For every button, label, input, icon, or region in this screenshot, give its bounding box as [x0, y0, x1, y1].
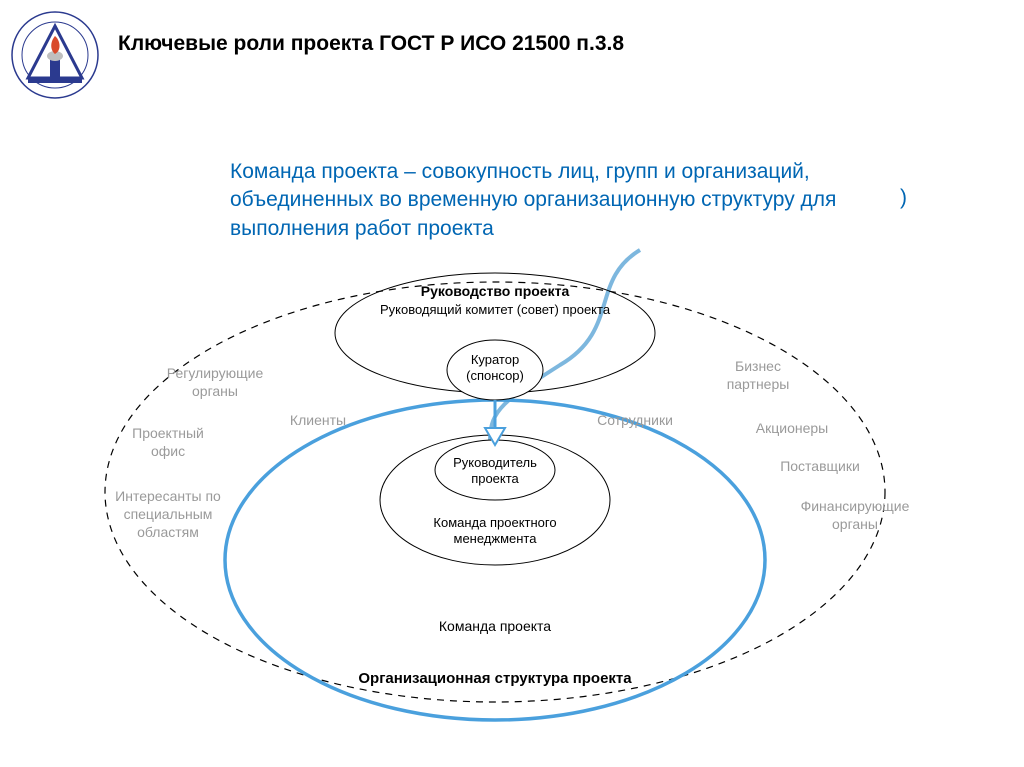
- label-biz_partners_l1: Бизнес: [558, 358, 958, 374]
- label-biz_partners_l2: партнеры: [558, 376, 958, 392]
- label-sme_l3: областям: [0, 524, 368, 540]
- label-regulators_l2: органы: [15, 383, 415, 399]
- label-financiers_l1: Финансирующие: [655, 498, 1024, 514]
- label-pmo_l2: офис: [0, 443, 368, 459]
- label-org_structure: Организационная структура проекта: [295, 670, 695, 687]
- label-governance_title: Руководство проекта: [295, 283, 695, 299]
- label-regulators_l1: Регулирующие: [15, 365, 415, 381]
- label-financiers_l2: органы: [655, 516, 1024, 532]
- labels-layer: Руководство проекта Руководящий комитет (…: [0, 0, 1024, 767]
- label-shareholders: Акционеры: [592, 420, 992, 436]
- label-sme_l2: специальным: [0, 506, 368, 522]
- label-project_team: Команда проекта: [295, 618, 695, 634]
- label-governance_sub: Руководящий комитет (совет) проекта: [295, 302, 695, 317]
- label-suppliers: Поставщики: [620, 458, 1020, 474]
- label-sme_l1: Интересанты по: [0, 488, 368, 504]
